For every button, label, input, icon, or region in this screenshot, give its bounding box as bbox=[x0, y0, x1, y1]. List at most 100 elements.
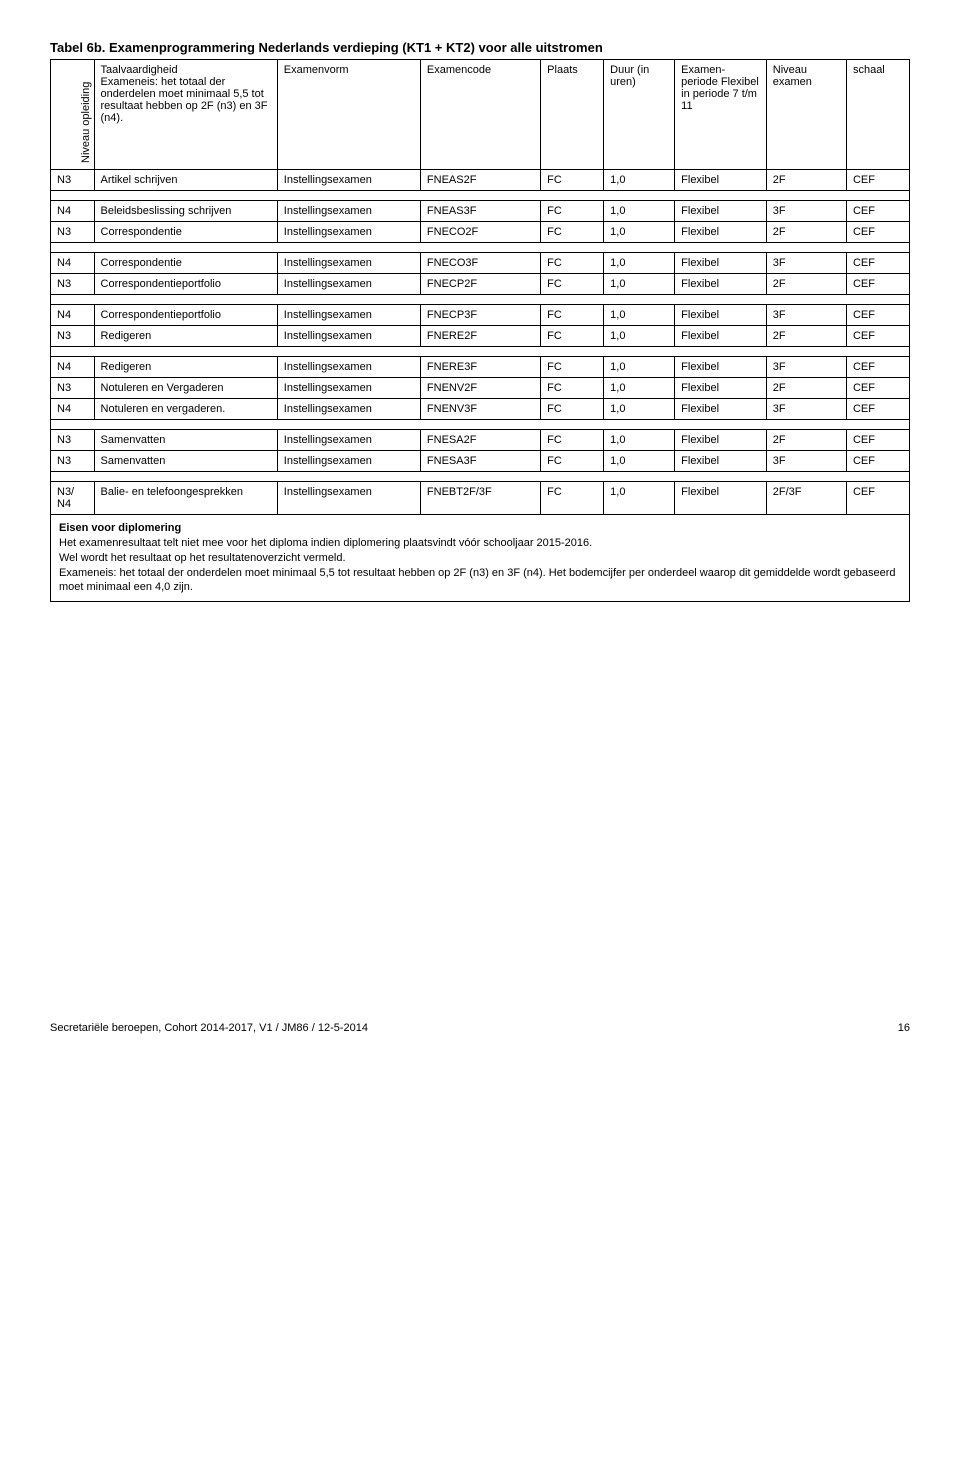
eisen-line3: Exameneis: het totaal der onderdelen moe… bbox=[59, 567, 896, 594]
cell-code: FNERE3F bbox=[420, 357, 540, 378]
cell-sc: CEF bbox=[846, 451, 909, 472]
cell-code: FNECO3F bbox=[420, 253, 540, 274]
table-row: N4Notuleren en vergaderen.Instellingsexa… bbox=[51, 399, 910, 420]
table-row: N3SamenvattenInstellingsexamenFNESA2FFC1… bbox=[51, 430, 910, 451]
cell-sc: CEF bbox=[846, 399, 909, 420]
cell-pl: FC bbox=[541, 430, 604, 451]
cell-n: N3 bbox=[51, 222, 95, 243]
cell-subj: Samenvatten bbox=[94, 451, 277, 472]
cell-pl: FC bbox=[541, 451, 604, 472]
cell-pl: FC bbox=[541, 357, 604, 378]
hdr-niveau-examen: Niveau examen bbox=[766, 60, 846, 170]
cell-n: N3 bbox=[51, 274, 95, 295]
table-row: N4CorrespondentieInstellingsexamenFNECO3… bbox=[51, 253, 910, 274]
footer-left: Secretariële beroepen, Cohort 2014-2017,… bbox=[50, 1022, 368, 1034]
cell-ne: 3F bbox=[766, 253, 846, 274]
cell-pl: FC bbox=[541, 305, 604, 326]
cell-vorm: Instellingsexamen bbox=[277, 170, 420, 191]
cell-vorm: Instellingsexamen bbox=[277, 253, 420, 274]
cell-pl: FC bbox=[541, 201, 604, 222]
spacer-row bbox=[51, 347, 910, 357]
hdr-taalvaardigheid-text: Exameneis: het totaal der onderdelen moe… bbox=[101, 76, 268, 124]
cell-ne: 2F bbox=[766, 222, 846, 243]
cell-n: N3/ N4 bbox=[51, 482, 95, 515]
cell-subj: Balie- en telefoongesprekken bbox=[94, 482, 277, 515]
cell-d: 1,0 bbox=[604, 201, 675, 222]
spacer-row bbox=[51, 472, 910, 482]
cell-sc: CEF bbox=[846, 274, 909, 295]
cell-pl: FC bbox=[541, 222, 604, 243]
header-row: Niveau opleiding Taalvaardigheid Examene… bbox=[51, 60, 910, 170]
cell-pl: FC bbox=[541, 378, 604, 399]
hdr-taalvaardigheid: Taalvaardigheid Exameneis: het totaal de… bbox=[94, 60, 277, 170]
cell-n: N3 bbox=[51, 326, 95, 347]
cell-per: Flexibel bbox=[675, 222, 767, 243]
cell-d: 1,0 bbox=[604, 305, 675, 326]
cell-d: 1,0 bbox=[604, 170, 675, 191]
cell-d: 1,0 bbox=[604, 274, 675, 295]
cell-ne: 2F bbox=[766, 326, 846, 347]
cell-ne: 2F bbox=[766, 274, 846, 295]
cell-ne: 2F bbox=[766, 378, 846, 399]
spacer-row bbox=[51, 420, 910, 430]
cell-pl: FC bbox=[541, 482, 604, 515]
cell-subj: Notuleren en Vergaderen bbox=[94, 378, 277, 399]
cell-n: N4 bbox=[51, 201, 95, 222]
cell-subj: Samenvatten bbox=[94, 430, 277, 451]
cell-code: FNENV3F bbox=[420, 399, 540, 420]
cell-subj: Notuleren en vergaderen. bbox=[94, 399, 277, 420]
cell-vorm: Instellingsexamen bbox=[277, 326, 420, 347]
table-title: Tabel 6b. Examenprogrammering Nederlands… bbox=[50, 40, 910, 55]
cell-pl: FC bbox=[541, 253, 604, 274]
cell-ne: 3F bbox=[766, 201, 846, 222]
cell-vorm: Instellingsexamen bbox=[277, 451, 420, 472]
hdr-plaats: Plaats bbox=[541, 60, 604, 170]
cell-d: 1,0 bbox=[604, 451, 675, 472]
cell-code: FNECO2F bbox=[420, 222, 540, 243]
cell-vorm: Instellingsexamen bbox=[277, 305, 420, 326]
cell-n: N3 bbox=[51, 430, 95, 451]
table-row: N3CorrespondentieportfolioInstellingsexa… bbox=[51, 274, 910, 295]
cell-d: 1,0 bbox=[604, 378, 675, 399]
table-row: N3Artikel schrijvenInstellingsexamenFNEA… bbox=[51, 170, 910, 191]
hdr-niveau-opleiding: Niveau opleiding bbox=[51, 60, 95, 170]
cell-subj: Correspondentie bbox=[94, 222, 277, 243]
cell-d: 1,0 bbox=[604, 357, 675, 378]
cell-d: 1,0 bbox=[604, 482, 675, 515]
cell-sc: CEF bbox=[846, 253, 909, 274]
cell-vorm: Instellingsexamen bbox=[277, 201, 420, 222]
cell-per: Flexibel bbox=[675, 170, 767, 191]
table-row: N4CorrespondentieportfolioInstellingsexa… bbox=[51, 305, 910, 326]
cell-ne: 3F bbox=[766, 305, 846, 326]
cell-per: Flexibel bbox=[675, 201, 767, 222]
cell-per: Flexibel bbox=[675, 357, 767, 378]
table-row: N3RedigerenInstellingsexamenFNERE2FFC1,0… bbox=[51, 326, 910, 347]
spacer-row bbox=[51, 191, 910, 201]
footer: Secretariële beroepen, Cohort 2014-2017,… bbox=[50, 1022, 910, 1034]
cell-subj: Correspondentieportfolio bbox=[94, 305, 277, 326]
cell-per: Flexibel bbox=[675, 430, 767, 451]
cell-subj: Beleidsbeslissing schrijven bbox=[94, 201, 277, 222]
cell-per: Flexibel bbox=[675, 378, 767, 399]
cell-vorm: Instellingsexamen bbox=[277, 430, 420, 451]
cell-ne: 2F bbox=[766, 170, 846, 191]
table-row: N3SamenvattenInstellingsexamenFNESA3FFC1… bbox=[51, 451, 910, 472]
cell-code: FNESA2F bbox=[420, 430, 540, 451]
cell-subj: Redigeren bbox=[94, 326, 277, 347]
cell-code: FNEAS2F bbox=[420, 170, 540, 191]
cell-n: N4 bbox=[51, 253, 95, 274]
cell-n: N4 bbox=[51, 399, 95, 420]
cell-subj: Correspondentie bbox=[94, 253, 277, 274]
cell-per: Flexibel bbox=[675, 305, 767, 326]
cell-vorm: Instellingsexamen bbox=[277, 378, 420, 399]
cell-n: N4 bbox=[51, 305, 95, 326]
cell-subj: Artikel schrijven bbox=[94, 170, 277, 191]
cell-sc: CEF bbox=[846, 430, 909, 451]
cell-sc: CEF bbox=[846, 482, 909, 515]
cell-per: Flexibel bbox=[675, 451, 767, 472]
table-row: N4RedigerenInstellingsexamenFNERE3FFC1,0… bbox=[51, 357, 910, 378]
eisen-title: Eisen voor diplomering bbox=[59, 522, 181, 534]
cell-ne: 3F bbox=[766, 451, 846, 472]
table-row: N4Beleidsbeslissing schrijvenInstellings… bbox=[51, 201, 910, 222]
footer-right: 16 bbox=[898, 1022, 910, 1034]
